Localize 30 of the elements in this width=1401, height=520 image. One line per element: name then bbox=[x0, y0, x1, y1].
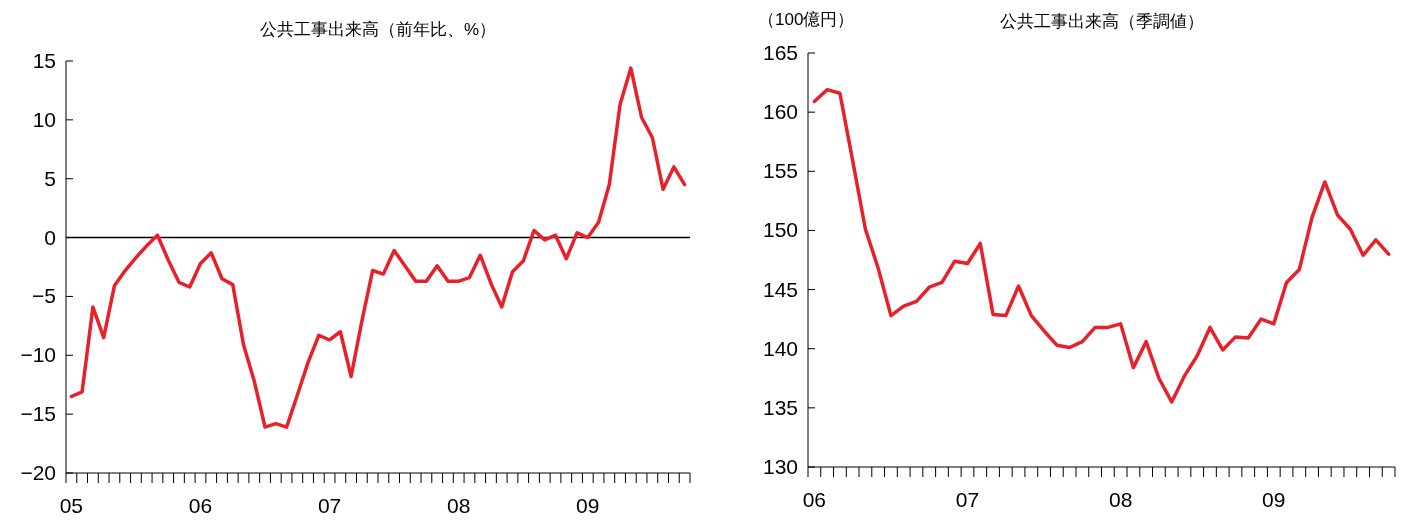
x-tick-label: 09 bbox=[1262, 488, 1286, 511]
x-tick-label: 08 bbox=[1108, 488, 1133, 511]
line-series bbox=[812, 87, 1391, 404]
y-tick-label: 155 bbox=[762, 159, 798, 183]
y-tick-label: −10 bbox=[20, 343, 56, 367]
y-tick-label: −15 bbox=[20, 402, 56, 426]
y-tick-label: 140 bbox=[762, 336, 798, 360]
x-tick-label: 06 bbox=[802, 488, 827, 511]
line-series bbox=[69, 66, 687, 429]
y-tick-label: 160 bbox=[762, 100, 798, 124]
y-tick-label: 0 bbox=[44, 225, 56, 249]
x-tick-label: 09 bbox=[576, 494, 600, 517]
x-tick-label: 08 bbox=[447, 494, 471, 517]
y-tick-label: −20 bbox=[20, 461, 56, 484]
chart-title: 公共工事出来高（前年比、%） bbox=[259, 20, 497, 39]
y-tick-label: 145 bbox=[762, 277, 798, 301]
y-axis-title: （100億円） bbox=[758, 10, 855, 29]
y-tick-label: 150 bbox=[762, 218, 798, 242]
x-tick-label: 07 bbox=[317, 494, 342, 517]
y-tick-label: 15 bbox=[32, 49, 56, 72]
x-tick-label: 06 bbox=[188, 494, 213, 517]
y-tick-label: 135 bbox=[762, 395, 798, 419]
chart-title: 公共工事出来高（季調値） bbox=[999, 12, 1204, 31]
y-tick-label: 165 bbox=[762, 41, 798, 64]
y-tick-label: 130 bbox=[762, 455, 798, 478]
y-tick-label: −5 bbox=[32, 284, 56, 308]
y-tick-label: 5 bbox=[44, 166, 56, 190]
x-tick-label: 07 bbox=[955, 488, 980, 511]
x-tick-label: 05 bbox=[59, 494, 84, 517]
y-tick-label: 10 bbox=[32, 107, 56, 131]
